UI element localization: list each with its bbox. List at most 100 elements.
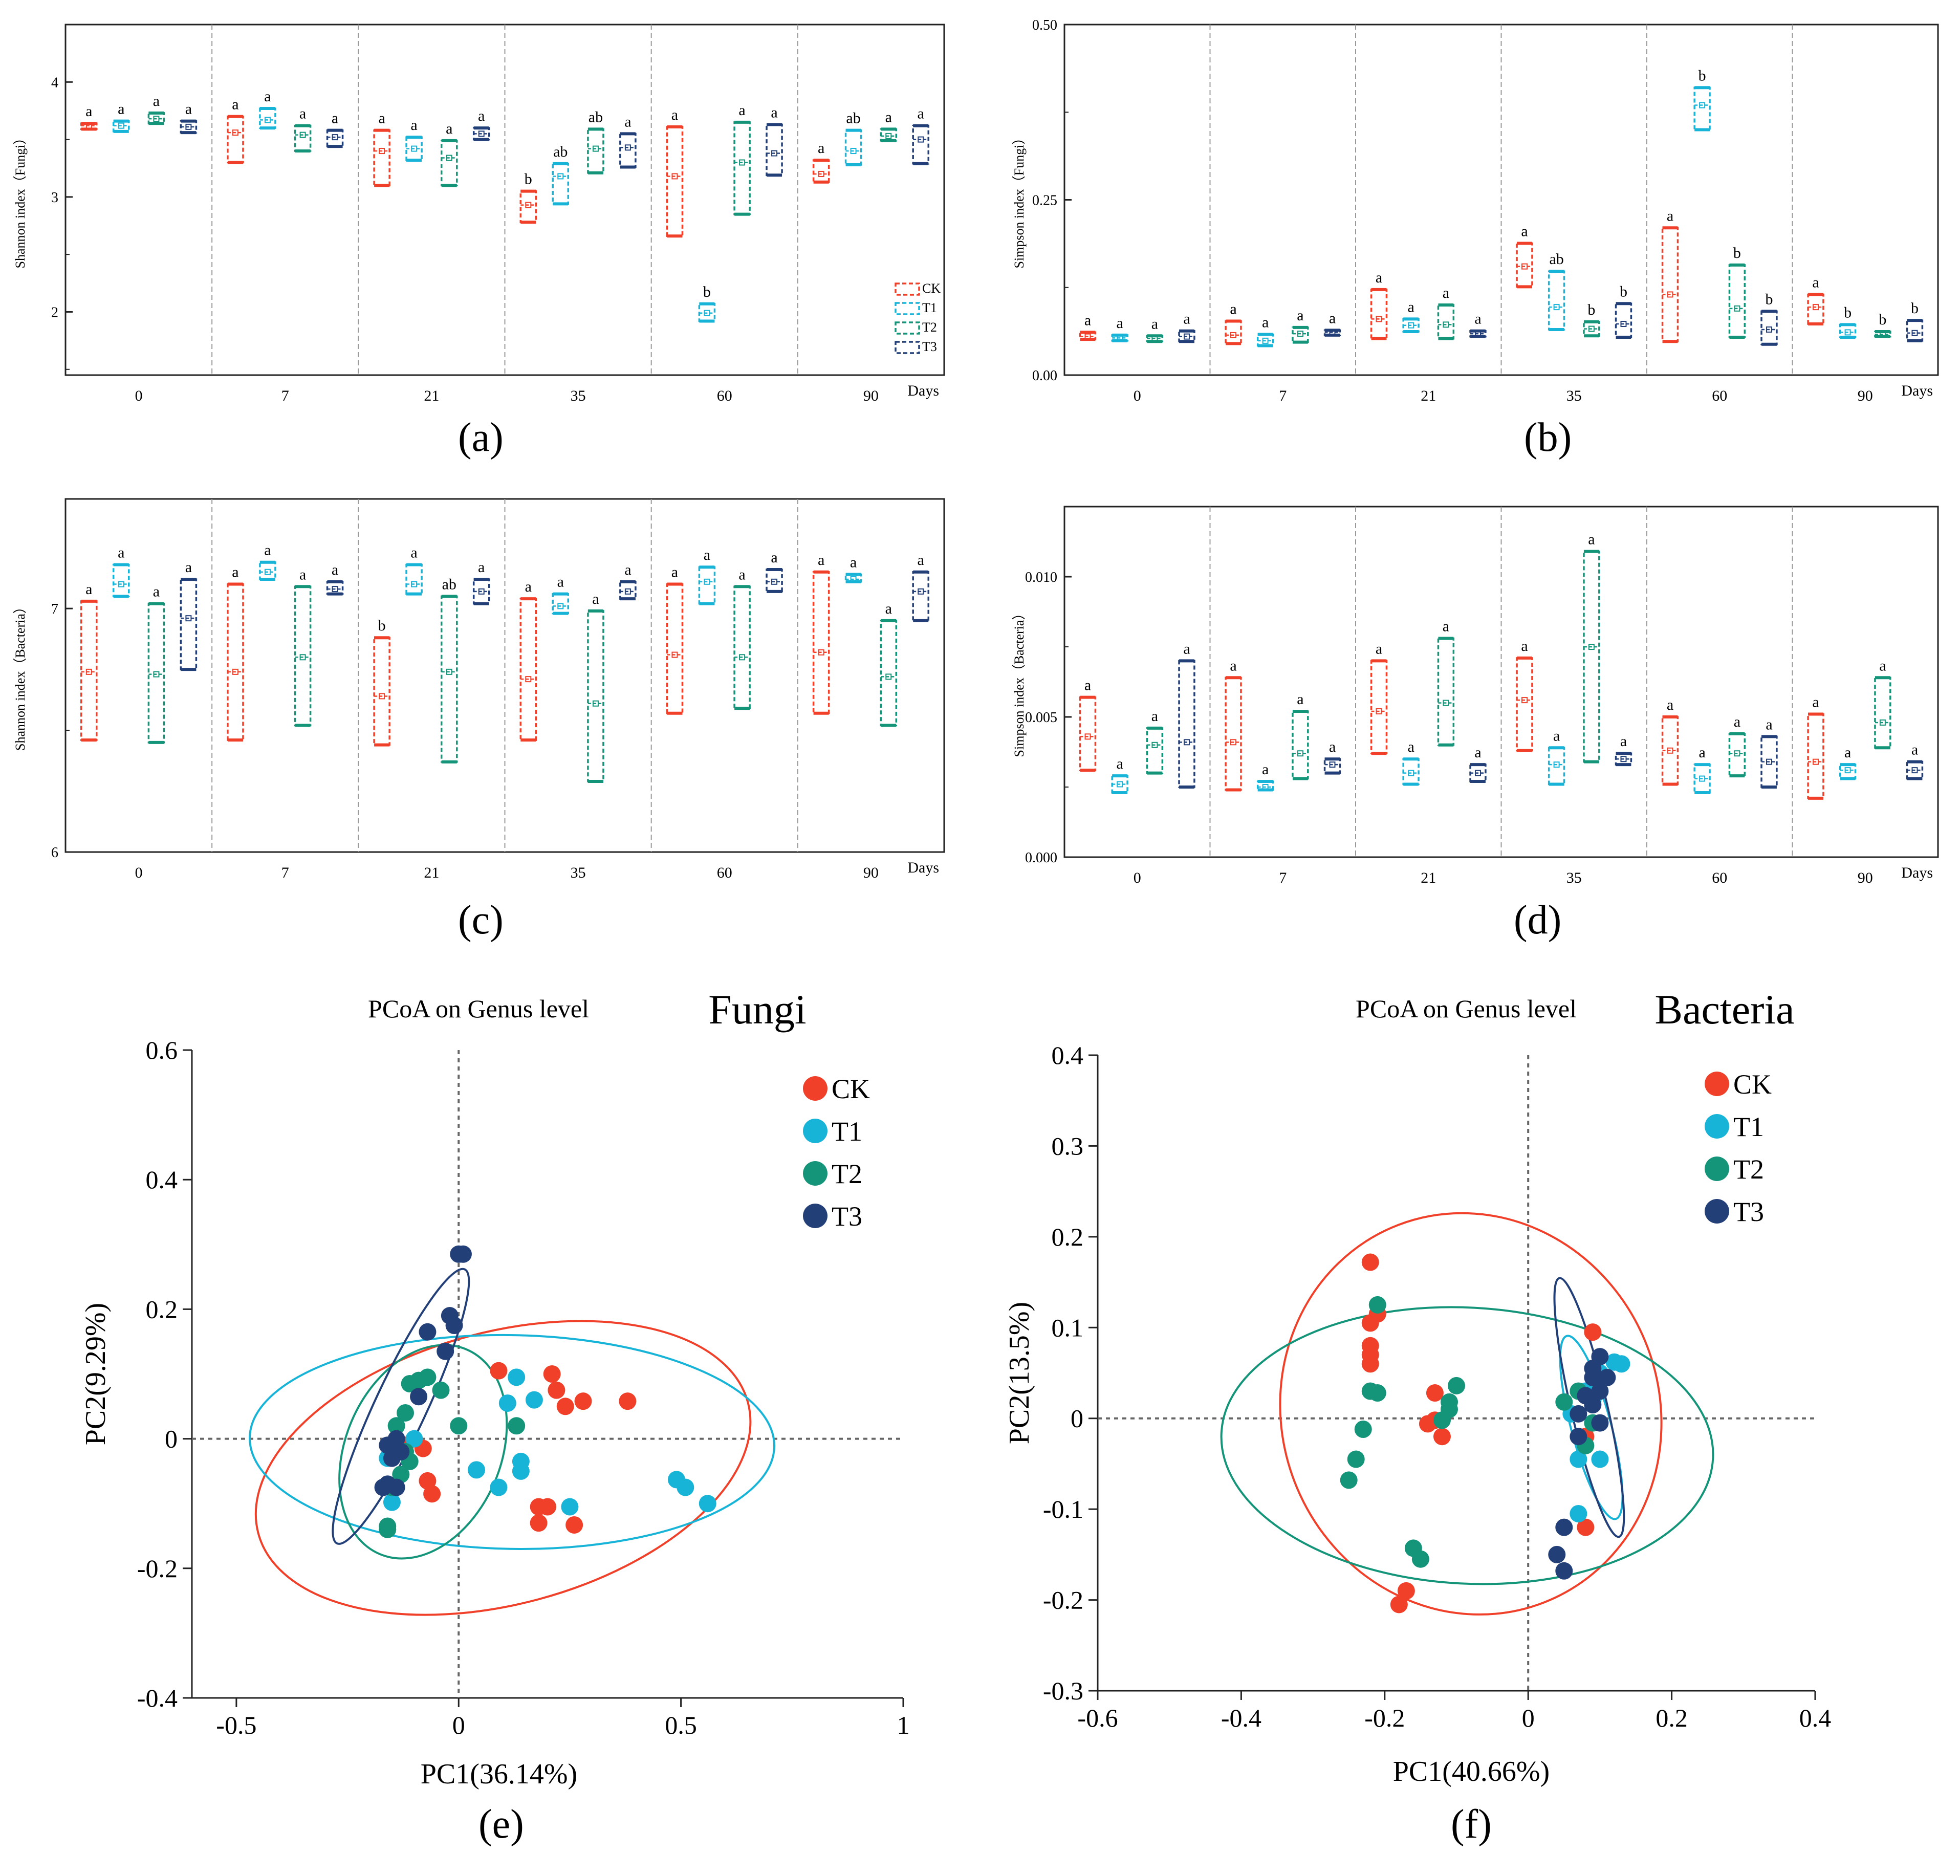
panel-b-xtick-label: 0: [1134, 387, 1141, 404]
scatter-f-point-T1: [1613, 1355, 1630, 1373]
panel-d-xtick-label: 21: [1421, 869, 1436, 886]
panel-d-xtick-label: 35: [1566, 869, 1582, 886]
box-c-significance-letter: a: [557, 574, 564, 591]
legend-a-label-T3: T3: [922, 339, 937, 354]
box-d-mean-marker: [1408, 770, 1414, 776]
box-b-day35-CK: [1516, 242, 1533, 288]
box-a-significance-letter: b: [525, 171, 532, 188]
panel-a-xtick-label: 7: [281, 387, 289, 404]
box-c-mean-marker: [446, 668, 452, 675]
scatter-e-point-T2: [450, 1417, 468, 1435]
box-a-mean-marker: [153, 116, 160, 122]
box-a-significance-letter: a: [624, 113, 631, 130]
panel-c-xtick-label: 7: [281, 864, 289, 881]
scatter-e-point-T1: [561, 1498, 579, 1516]
box-d-day21-CK: [1370, 660, 1388, 754]
scatter-e-point-T3: [392, 1443, 410, 1460]
scatter-f-point-T3: [1591, 1382, 1609, 1400]
box-a-mean-marker: [771, 150, 778, 157]
box-c-day60-T1: [698, 566, 716, 605]
box-d-significance-letter: a: [1734, 713, 1740, 730]
box-d-day7-CK: [1225, 677, 1242, 791]
scatter-e-point-T2: [419, 1368, 437, 1386]
scatter-e-legend-marker-CK: [803, 1076, 827, 1101]
box-b-mean-marker: [1879, 331, 1886, 338]
legend-a-swatch-T3: [895, 341, 920, 354]
box-b-significance-letter: a: [1474, 311, 1481, 328]
box-b-mean-marker: [1117, 335, 1123, 341]
legend-a-swatch-T2: [895, 321, 920, 335]
box-d-mean-marker: [1443, 700, 1449, 706]
box-d-mean-marker: [1699, 775, 1706, 782]
scatter-f-point-T2: [1448, 1377, 1465, 1394]
scatter-e-ellipse-T1: [249, 1334, 775, 1550]
box-a-day35-T1: [552, 163, 570, 205]
panel-a-ytick-label: 3: [51, 190, 58, 206]
box-d-significance-letter: a: [1230, 657, 1236, 674]
scatter-e-point-T3: [410, 1388, 428, 1406]
box-c-mean-marker: [592, 700, 599, 707]
box-c-mean-marker: [299, 654, 306, 661]
scatter-f-title: PCoA on Genus level: [1356, 994, 1577, 1023]
box-c-mean-marker: [153, 671, 160, 678]
box-a-significance-letter: a: [264, 88, 271, 105]
box-b-mean-marker: [1699, 102, 1706, 108]
scatter-e-ytick-label: 0.6: [146, 1036, 178, 1064]
box-c-mean-marker: [85, 668, 92, 675]
scatter-e-point-CK: [539, 1498, 556, 1516]
box-b-day7-T2: [1292, 326, 1309, 343]
scatter-e-point-T2: [397, 1404, 414, 1422]
box-c-day21-T2: [440, 595, 458, 763]
box-b-day60-T2: [1728, 264, 1746, 338]
scatter-f-point-T3: [1570, 1428, 1587, 1446]
box-c-significance-letter: a: [85, 581, 92, 598]
scatter-e-point-T3: [387, 1478, 405, 1496]
scatter-f-point-T1: [1570, 1450, 1587, 1468]
box-d-day90-T1: [1839, 764, 1857, 780]
panel-a-xlabel: Days: [907, 382, 939, 399]
box-b-mean-marker: [1183, 333, 1190, 340]
panel-a-ylabel: Shannon index（Fungi）: [13, 132, 28, 269]
panel-label-d: (d): [1514, 898, 1562, 943]
box-c-significance-letter: a: [850, 554, 857, 571]
panel-d-ytick-label: 0.000: [1025, 850, 1057, 866]
scatter-f-point-CK: [1361, 1253, 1379, 1271]
box-b-day60-T1: [1693, 86, 1711, 131]
box-c-day7-T1: [259, 561, 276, 580]
scatter-e-legend-label-T2: T2: [832, 1159, 862, 1189]
scatter-f-ylabel: PC2(13.5%): [1004, 1302, 1035, 1444]
scatter-f-subtitle: Bacteria: [1654, 986, 1794, 1033]
box-b-mean-marker: [1588, 325, 1595, 332]
box-c-significance-letter: a: [299, 566, 306, 583]
scatter-e-point-T1: [490, 1478, 508, 1496]
box-d-significance-letter: a: [1588, 531, 1595, 548]
scatter-f-point-CK: [1361, 1355, 1379, 1373]
box-b-mean-marker: [1553, 304, 1560, 311]
box-a-day21-T2: [440, 140, 458, 187]
box-d-mean-marker: [1620, 756, 1627, 762]
box-d-significance-letter: a: [1521, 638, 1528, 655]
box-d-mean-marker: [1297, 750, 1303, 757]
box-c-mean-marker: [624, 588, 631, 595]
box-b-mean-marker: [1813, 304, 1819, 311]
box-a-mean-marker: [118, 122, 124, 129]
box-c-day35-T2: [587, 610, 604, 782]
box-b-significance-letter: b: [1765, 291, 1773, 308]
panel-d-ytick-label: 0.005: [1025, 710, 1057, 726]
box-a-mean-marker: [739, 159, 746, 166]
scatter-f-ytick-label: 0.3: [1052, 1131, 1084, 1160]
box-a-significance-letter: a: [299, 105, 306, 122]
box-d-significance-letter: a: [1151, 708, 1158, 725]
scatter-e-point-CK: [548, 1381, 565, 1399]
scatter-f-point-T3: [1598, 1368, 1616, 1386]
box-b-mean-marker: [1297, 331, 1303, 337]
scatter-f-point-CK: [1397, 1582, 1415, 1600]
box-c-day90-CK: [812, 571, 830, 714]
box-a-significance-letter: a: [185, 101, 192, 118]
box-c-significance-letter: a: [738, 566, 745, 583]
box-c-significance-letter: a: [264, 542, 271, 559]
box-d-mean-marker: [1151, 741, 1158, 748]
box-c-mean-marker: [525, 676, 532, 683]
box-d-significance-letter: a: [1812, 694, 1819, 711]
